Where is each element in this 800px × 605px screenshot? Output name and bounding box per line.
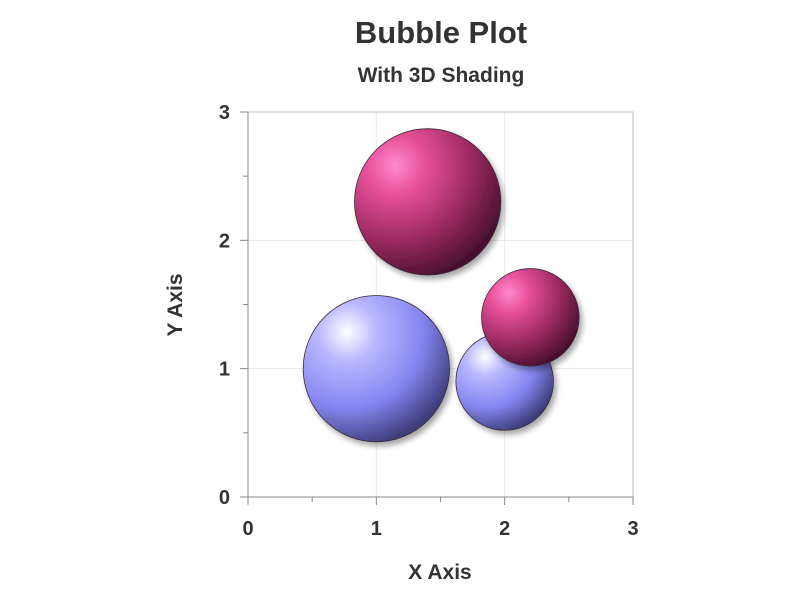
x-tick-label: 1 xyxy=(371,518,382,540)
bubbles xyxy=(302,128,580,443)
y-tick-label: 2 xyxy=(219,230,230,252)
x-tick-label: 0 xyxy=(242,518,253,540)
axes: 0 1 2 3 0 1 2 3 xyxy=(219,102,639,540)
x-tick-label: 2 xyxy=(499,518,510,540)
bubble xyxy=(481,268,580,367)
y-tick-label: 0 xyxy=(219,487,230,509)
chart-subtitle: With 3D Shading xyxy=(358,64,525,87)
y-tick-label: 3 xyxy=(219,102,230,124)
chart-title: Bubble Plot xyxy=(355,15,527,50)
bubble xyxy=(354,128,502,276)
x-axis-label: X Axis xyxy=(408,561,471,584)
bubble xyxy=(302,295,450,443)
x-tick-label: 3 xyxy=(627,518,638,540)
y-axis-label: Y Axis xyxy=(164,273,187,336)
y-tick-label: 1 xyxy=(219,359,230,381)
